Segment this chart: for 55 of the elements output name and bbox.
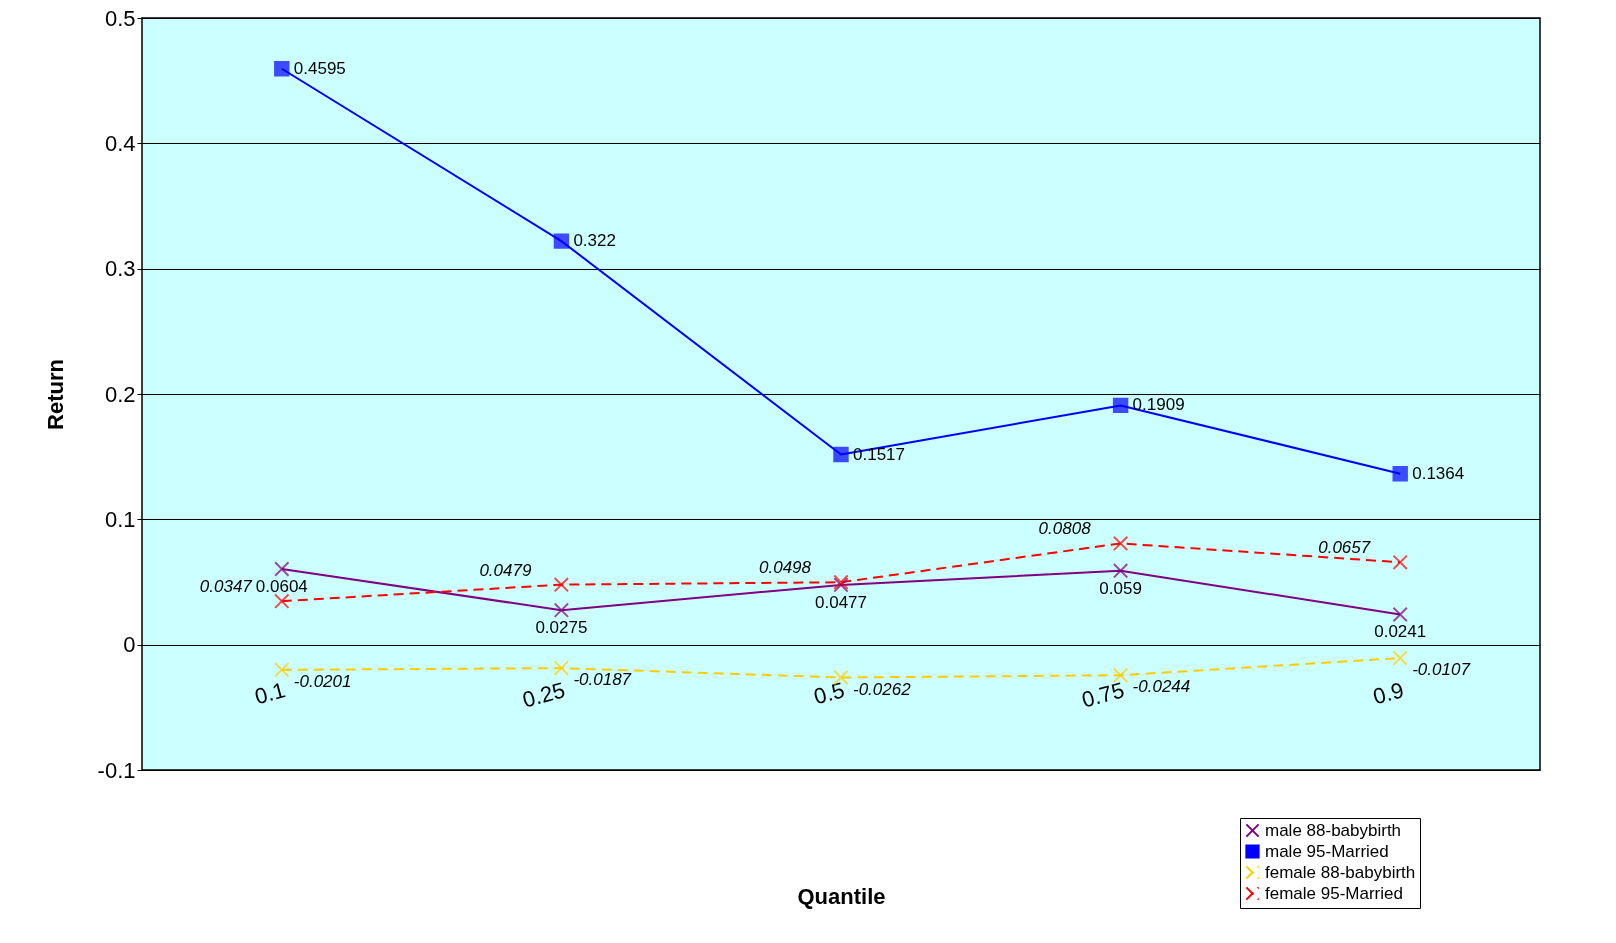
data-label: 0.0498 xyxy=(759,558,812,578)
data-label: 0.0241 xyxy=(1374,622,1427,642)
point xyxy=(274,61,290,77)
data-label: 0.1364 xyxy=(1412,463,1465,483)
x-tick-label: 0.1 xyxy=(251,677,288,710)
y-tick-label: 0 xyxy=(123,632,136,658)
data-label: 0.1909 xyxy=(1132,395,1185,415)
data-label: 0.0477 xyxy=(815,592,867,612)
point xyxy=(553,660,570,676)
x-axis-title: Quantile xyxy=(797,883,886,909)
legend-label: female 95-Married xyxy=(1265,883,1403,903)
point xyxy=(1392,650,1408,666)
y-axis-title: Return xyxy=(42,359,68,430)
point xyxy=(553,576,570,593)
point xyxy=(1112,667,1129,683)
point xyxy=(1112,563,1129,579)
point xyxy=(274,561,290,577)
point xyxy=(1392,606,1408,623)
data-label: 0.322 xyxy=(573,231,616,251)
data-label: -0.0244 xyxy=(1132,677,1191,697)
data-label: 0.1517 xyxy=(853,444,905,464)
x-tick-label: 0.25 xyxy=(519,677,568,713)
data-label: 0.4595 xyxy=(293,58,346,78)
point xyxy=(1392,466,1408,482)
y-tick-label: 0.3 xyxy=(104,256,136,282)
data-label: 0.0347 xyxy=(199,577,253,597)
point xyxy=(274,593,290,609)
legend-label: female 88-babybirth xyxy=(1265,862,1416,882)
x-tick-label: 0.5 xyxy=(811,677,848,710)
y-tick-label: -0.1 xyxy=(97,757,136,783)
data-label: 0.0479 xyxy=(479,560,532,580)
data-label: 0.0657 xyxy=(1318,538,1371,558)
data-label: 0.0808 xyxy=(1038,519,1092,539)
point xyxy=(553,233,570,249)
y-tick-label: 0.5 xyxy=(104,5,136,31)
data-label: 0.0604 xyxy=(255,576,308,596)
y-tick-label: 0.2 xyxy=(104,381,136,407)
point xyxy=(833,446,849,463)
point xyxy=(553,602,570,618)
data-label: 0.059 xyxy=(1099,578,1142,598)
data-label: -0.0201 xyxy=(293,671,352,691)
point xyxy=(274,662,290,678)
x-tick-label: 0.75 xyxy=(1078,677,1127,713)
data-label: -0.0187 xyxy=(573,670,632,690)
y-tick-label: 0.4 xyxy=(104,130,136,156)
data-label: -0.0262 xyxy=(853,679,912,699)
point xyxy=(1112,535,1129,552)
x-tick-label: 0.9 xyxy=(1370,677,1407,710)
data-label: -0.0107 xyxy=(1412,660,1471,680)
legend-label: male 95-Married xyxy=(1265,841,1389,861)
point xyxy=(1392,554,1408,571)
data-label: 0.0275 xyxy=(535,618,588,638)
point xyxy=(1112,397,1129,414)
y-tick-label: 0.1 xyxy=(104,506,136,532)
legend-label: male 88-babybirth xyxy=(1265,820,1402,840)
